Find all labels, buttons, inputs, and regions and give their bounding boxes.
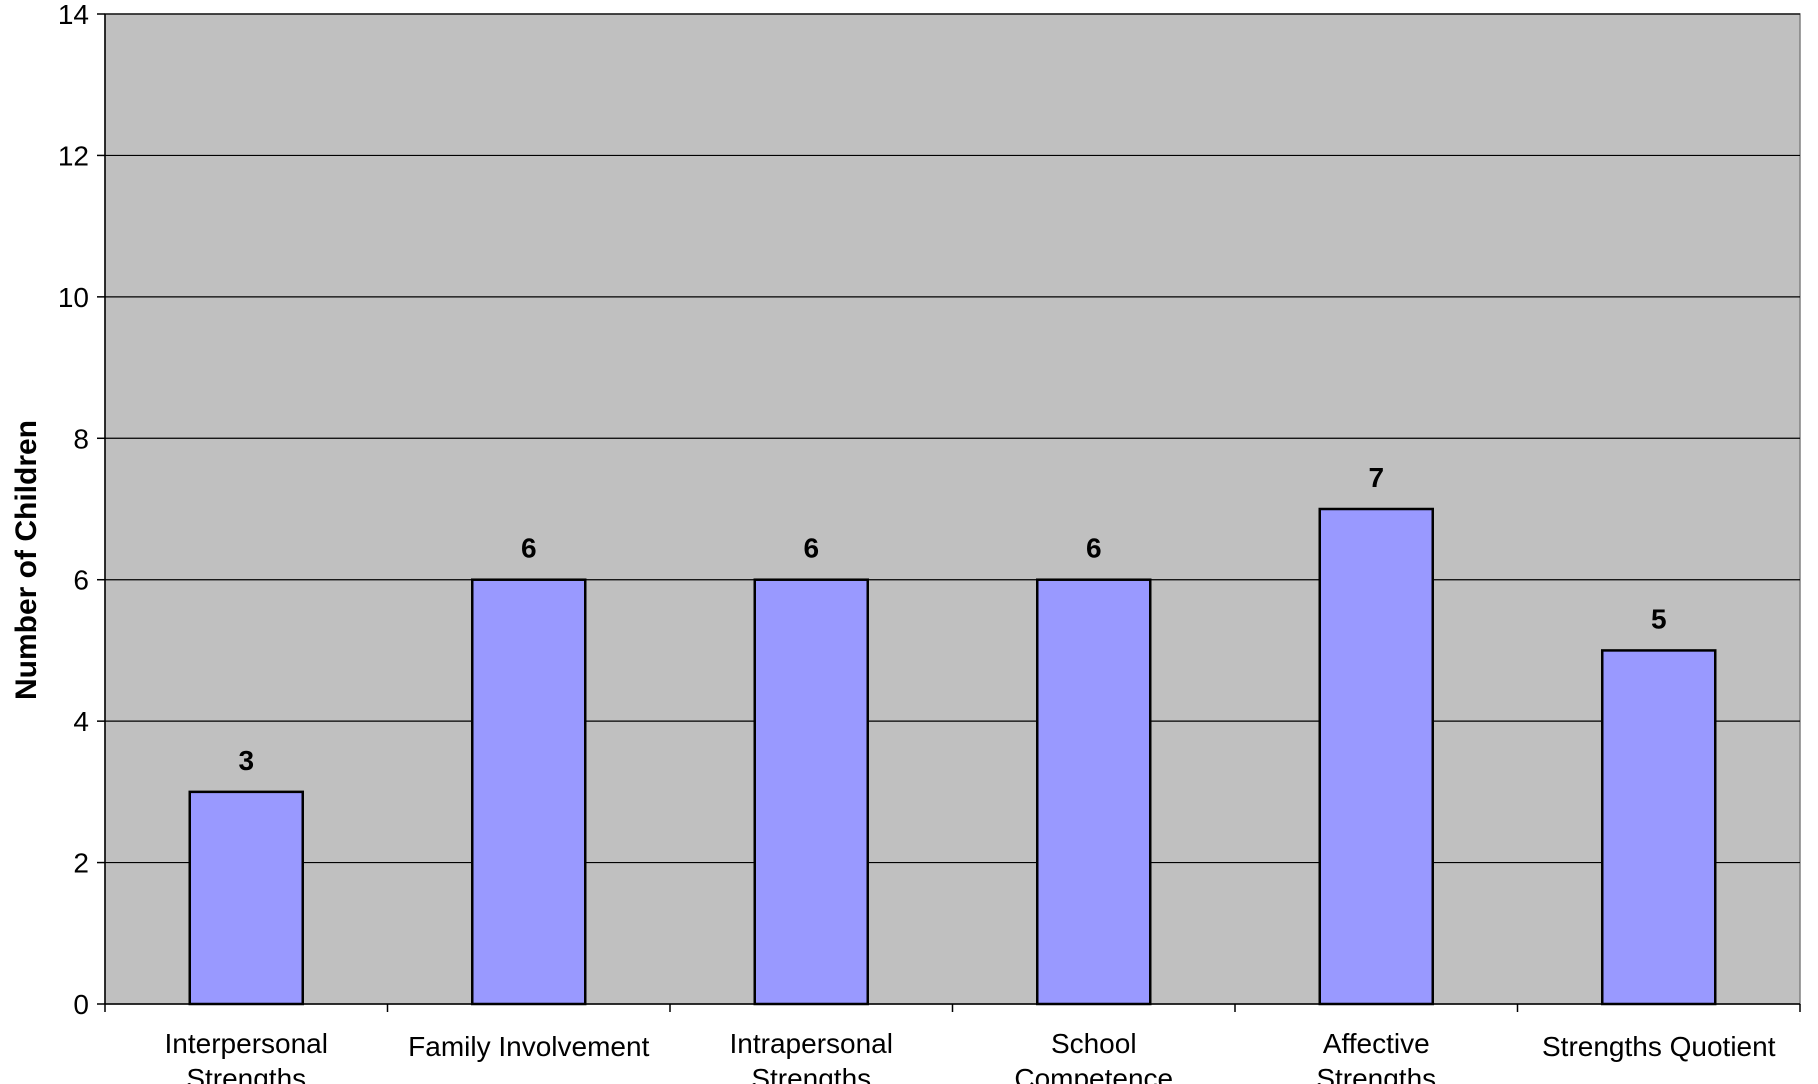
x-category-label-line: Strengths xyxy=(1316,1063,1436,1084)
x-category-label-line: Strengths xyxy=(751,1063,871,1084)
x-category-label: Strengths Quotient xyxy=(1542,1031,1776,1062)
x-category-label-line: Affective xyxy=(1323,1028,1430,1059)
x-category-label: School Competence xyxy=(1014,1028,1173,1084)
x-category-label: Family Involvement xyxy=(408,1031,649,1062)
gridlines xyxy=(105,13,1800,864)
value-label: 7 xyxy=(1368,462,1384,493)
value-label: 5 xyxy=(1651,603,1667,634)
bar xyxy=(753,578,869,1006)
x-category-label-line: Interpersonal xyxy=(165,1028,328,1059)
plot-area xyxy=(104,13,1801,1005)
bar xyxy=(1036,578,1152,1006)
y-tick-label: 4 xyxy=(73,706,89,737)
y-tick-label: 10 xyxy=(58,282,89,313)
bars xyxy=(188,507,1717,1006)
x-category-label-line: Competence xyxy=(1014,1063,1173,1084)
x-category-labels: Interpersonal Strengths Family Involvement… xyxy=(165,1028,1776,1084)
y-tick-label: 14 xyxy=(58,0,89,30)
bar xyxy=(1601,649,1717,1006)
x-category-label-line: Strengths xyxy=(186,1063,306,1084)
x-category-label-line: Family Involvement xyxy=(408,1031,649,1062)
bar xyxy=(188,790,304,1006)
x-category-label: Intrapersonal Strengths xyxy=(730,1028,893,1084)
x-category-label: Interpersonal Strengths xyxy=(165,1028,328,1084)
x-category-label: Affective Strengths xyxy=(1316,1028,1436,1084)
y-tick-labels: 0 2 4 6 8 10 12 14 xyxy=(58,0,89,1020)
value-label: 3 xyxy=(238,745,254,776)
value-label: 6 xyxy=(803,533,819,564)
bar xyxy=(1318,507,1434,1006)
value-labels: 3 6 6 6 7 5 xyxy=(238,462,1666,776)
y-tick-label: 0 xyxy=(73,989,89,1020)
x-category-label-line: Strengths Quotient xyxy=(1542,1031,1776,1062)
axes xyxy=(97,13,1801,1012)
y-axis-title: Number of Children xyxy=(10,420,43,700)
y-tick-label: 2 xyxy=(73,848,89,879)
x-category-label-line: Intrapersonal xyxy=(730,1028,893,1059)
y-tick-label: 8 xyxy=(73,423,89,454)
bar xyxy=(471,578,587,1006)
value-label: 6 xyxy=(521,533,537,564)
value-label: 6 xyxy=(1086,533,1102,564)
x-category-label-line: School xyxy=(1051,1028,1137,1059)
y-tick-label: 12 xyxy=(58,140,89,171)
y-tick-label: 6 xyxy=(73,565,89,596)
